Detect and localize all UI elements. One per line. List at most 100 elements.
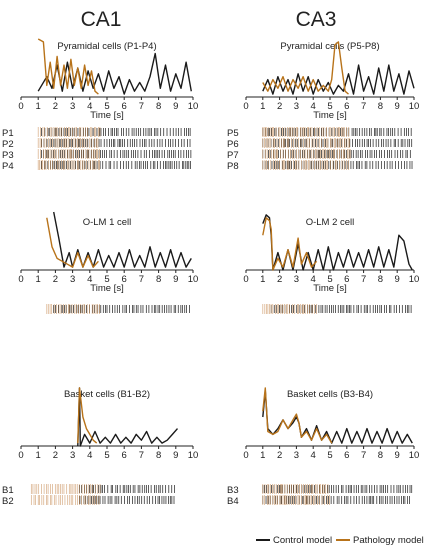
x-tick-label: 1 <box>36 274 41 285</box>
series-line-pathology <box>262 41 349 95</box>
series-line-pathology <box>46 217 99 268</box>
x-tick-label: 3 <box>294 274 299 285</box>
x-tick-label: 2 <box>53 101 58 112</box>
x-tick-label: 0 <box>18 274 23 285</box>
x-tick-label: 10 <box>188 101 199 112</box>
raster-row-label: B3 <box>227 485 239 496</box>
x-tick-label: 5 <box>104 450 109 461</box>
raster-row-label: P7 <box>227 150 239 161</box>
panel-0: Pyramidal cells (P1-P4) 0 1 2 3 4 5 6 7 8 9 10 Time … <box>2 38 199 172</box>
x-tick-label: 6 <box>122 101 127 112</box>
x-tick-label: 9 <box>395 274 400 285</box>
x-tick-label: 2 <box>277 450 282 461</box>
raster-row-label: P3 <box>2 150 14 161</box>
x-tick-label: 10 <box>409 274 420 285</box>
panel-3: Pyramidal cells (P5-P8) 0 1 2 3 4 5 6 7 8 9 10 Time … <box>227 41 419 172</box>
raster-row-label: P8 <box>227 161 239 172</box>
x-tick-label: 9 <box>173 450 178 461</box>
panel-4: O-LM 2 cell 0 1 2 3 4 5 6 7 8 9 10 Time [s] <box>243 214 420 314</box>
x-tick-label: 10 <box>188 450 199 461</box>
x-tick-label: 0 <box>18 450 23 461</box>
x-tick-label: 7 <box>361 274 366 285</box>
series-line-pathology <box>262 217 318 271</box>
x-tick-label: 9 <box>173 274 178 285</box>
x-tick-label: 10 <box>409 450 420 461</box>
x-tick-label: 4 <box>87 450 92 461</box>
x-tick-label: 1 <box>260 101 265 112</box>
x-tick-label: 9 <box>395 450 400 461</box>
raster-row-label: P4 <box>2 161 14 172</box>
x-tick-label: 2 <box>277 274 282 285</box>
raster-row-label: B4 <box>227 496 239 507</box>
x-tick-label: 6 <box>122 450 127 461</box>
raster-row-label: B1 <box>2 485 14 496</box>
x-tick-label: 7 <box>139 101 144 112</box>
x-tick-label: 0 <box>243 101 248 112</box>
x-tick-label: 6 <box>122 274 127 285</box>
x-tick-label: 4 <box>87 101 92 112</box>
panel-title: Basket cells (B3-B4) <box>287 389 373 400</box>
x-tick-label: 8 <box>156 274 161 285</box>
x-tick-label: 8 <box>378 450 383 461</box>
x-tick-label: 3 <box>70 450 75 461</box>
x-tick-label: 4 <box>311 101 316 112</box>
panel-1: O-LM 1 cell 0 1 2 3 4 5 6 7 8 9 10 Time [s] <box>18 211 199 314</box>
x-tick-label: 6 <box>344 274 349 285</box>
x-tick-label: 6 <box>344 450 349 461</box>
x-tick-label: 5 <box>327 101 332 112</box>
x-tick-label: 1 <box>36 101 41 112</box>
x-tick-label: 8 <box>378 101 383 112</box>
x-tick-label: 5 <box>327 450 332 461</box>
panel-title: Pyramidal cells (P5-P8) <box>280 41 379 52</box>
x-axis-title: Time [s] <box>90 283 123 294</box>
x-tick-label: 6 <box>344 101 349 112</box>
x-tick-label: 0 <box>18 101 23 112</box>
legend: Control model Pathology model <box>256 535 424 546</box>
series-line-control <box>262 64 415 95</box>
x-tick-label: 1 <box>260 450 265 461</box>
x-axis-title: Time [s] <box>90 110 123 121</box>
x-tick-label: 2 <box>53 450 58 461</box>
legend-pathology-label: Pathology model <box>353 535 424 546</box>
x-tick-label: 1 <box>36 450 41 461</box>
x-tick-label: 4 <box>311 450 316 461</box>
x-tick-label: 4 <box>87 274 92 285</box>
series-line-pathology <box>262 387 333 444</box>
x-tick-label: 5 <box>104 101 109 112</box>
x-tick-label: 1 <box>260 274 265 285</box>
x-tick-label: 2 <box>277 101 282 112</box>
x-tick-label: 10 <box>188 274 199 285</box>
x-tick-label: 0 <box>243 450 248 461</box>
raster-row-label: B2 <box>2 496 14 507</box>
raster-row-label: P1 <box>2 128 14 139</box>
series-line-control <box>77 387 179 447</box>
legend-control-label: Control model <box>273 535 332 546</box>
x-tick-label: 3 <box>294 101 299 112</box>
x-tick-label: 0 <box>243 274 248 285</box>
panels-layer: Pyramidal cells (P1-P4)0 1 2 3 4 5 6 7 8 9 10Time … <box>2 38 420 507</box>
x-tick-label: 3 <box>294 450 299 461</box>
column-title-ca1: CA1 <box>81 8 122 31</box>
x-tick-label: 9 <box>173 101 178 112</box>
raster-row-label: P2 <box>2 139 14 150</box>
panel-title: Pyramidal cells (P1-P4) <box>57 41 156 52</box>
column-title-ca3: CA3 <box>296 8 337 31</box>
series-line-control <box>262 214 413 271</box>
panel-title: Basket cells (B1-B2) <box>64 389 150 400</box>
x-axis-title: Time [s] <box>313 110 346 121</box>
series-line-pathology <box>77 387 98 444</box>
x-tick-label: 3 <box>70 101 75 112</box>
x-tick-label: 7 <box>139 274 144 285</box>
x-tick-label: 8 <box>378 274 383 285</box>
x-tick-label: 7 <box>361 450 366 461</box>
x-tick-label: 7 <box>139 450 144 461</box>
x-tick-label: 8 <box>156 450 161 461</box>
series-line-pathology <box>37 38 99 95</box>
x-tick-label: 3 <box>70 274 75 285</box>
x-tick-label: 9 <box>395 101 400 112</box>
x-axis-title: Time [s] <box>313 283 346 294</box>
raster-row-label: P5 <box>227 128 239 139</box>
